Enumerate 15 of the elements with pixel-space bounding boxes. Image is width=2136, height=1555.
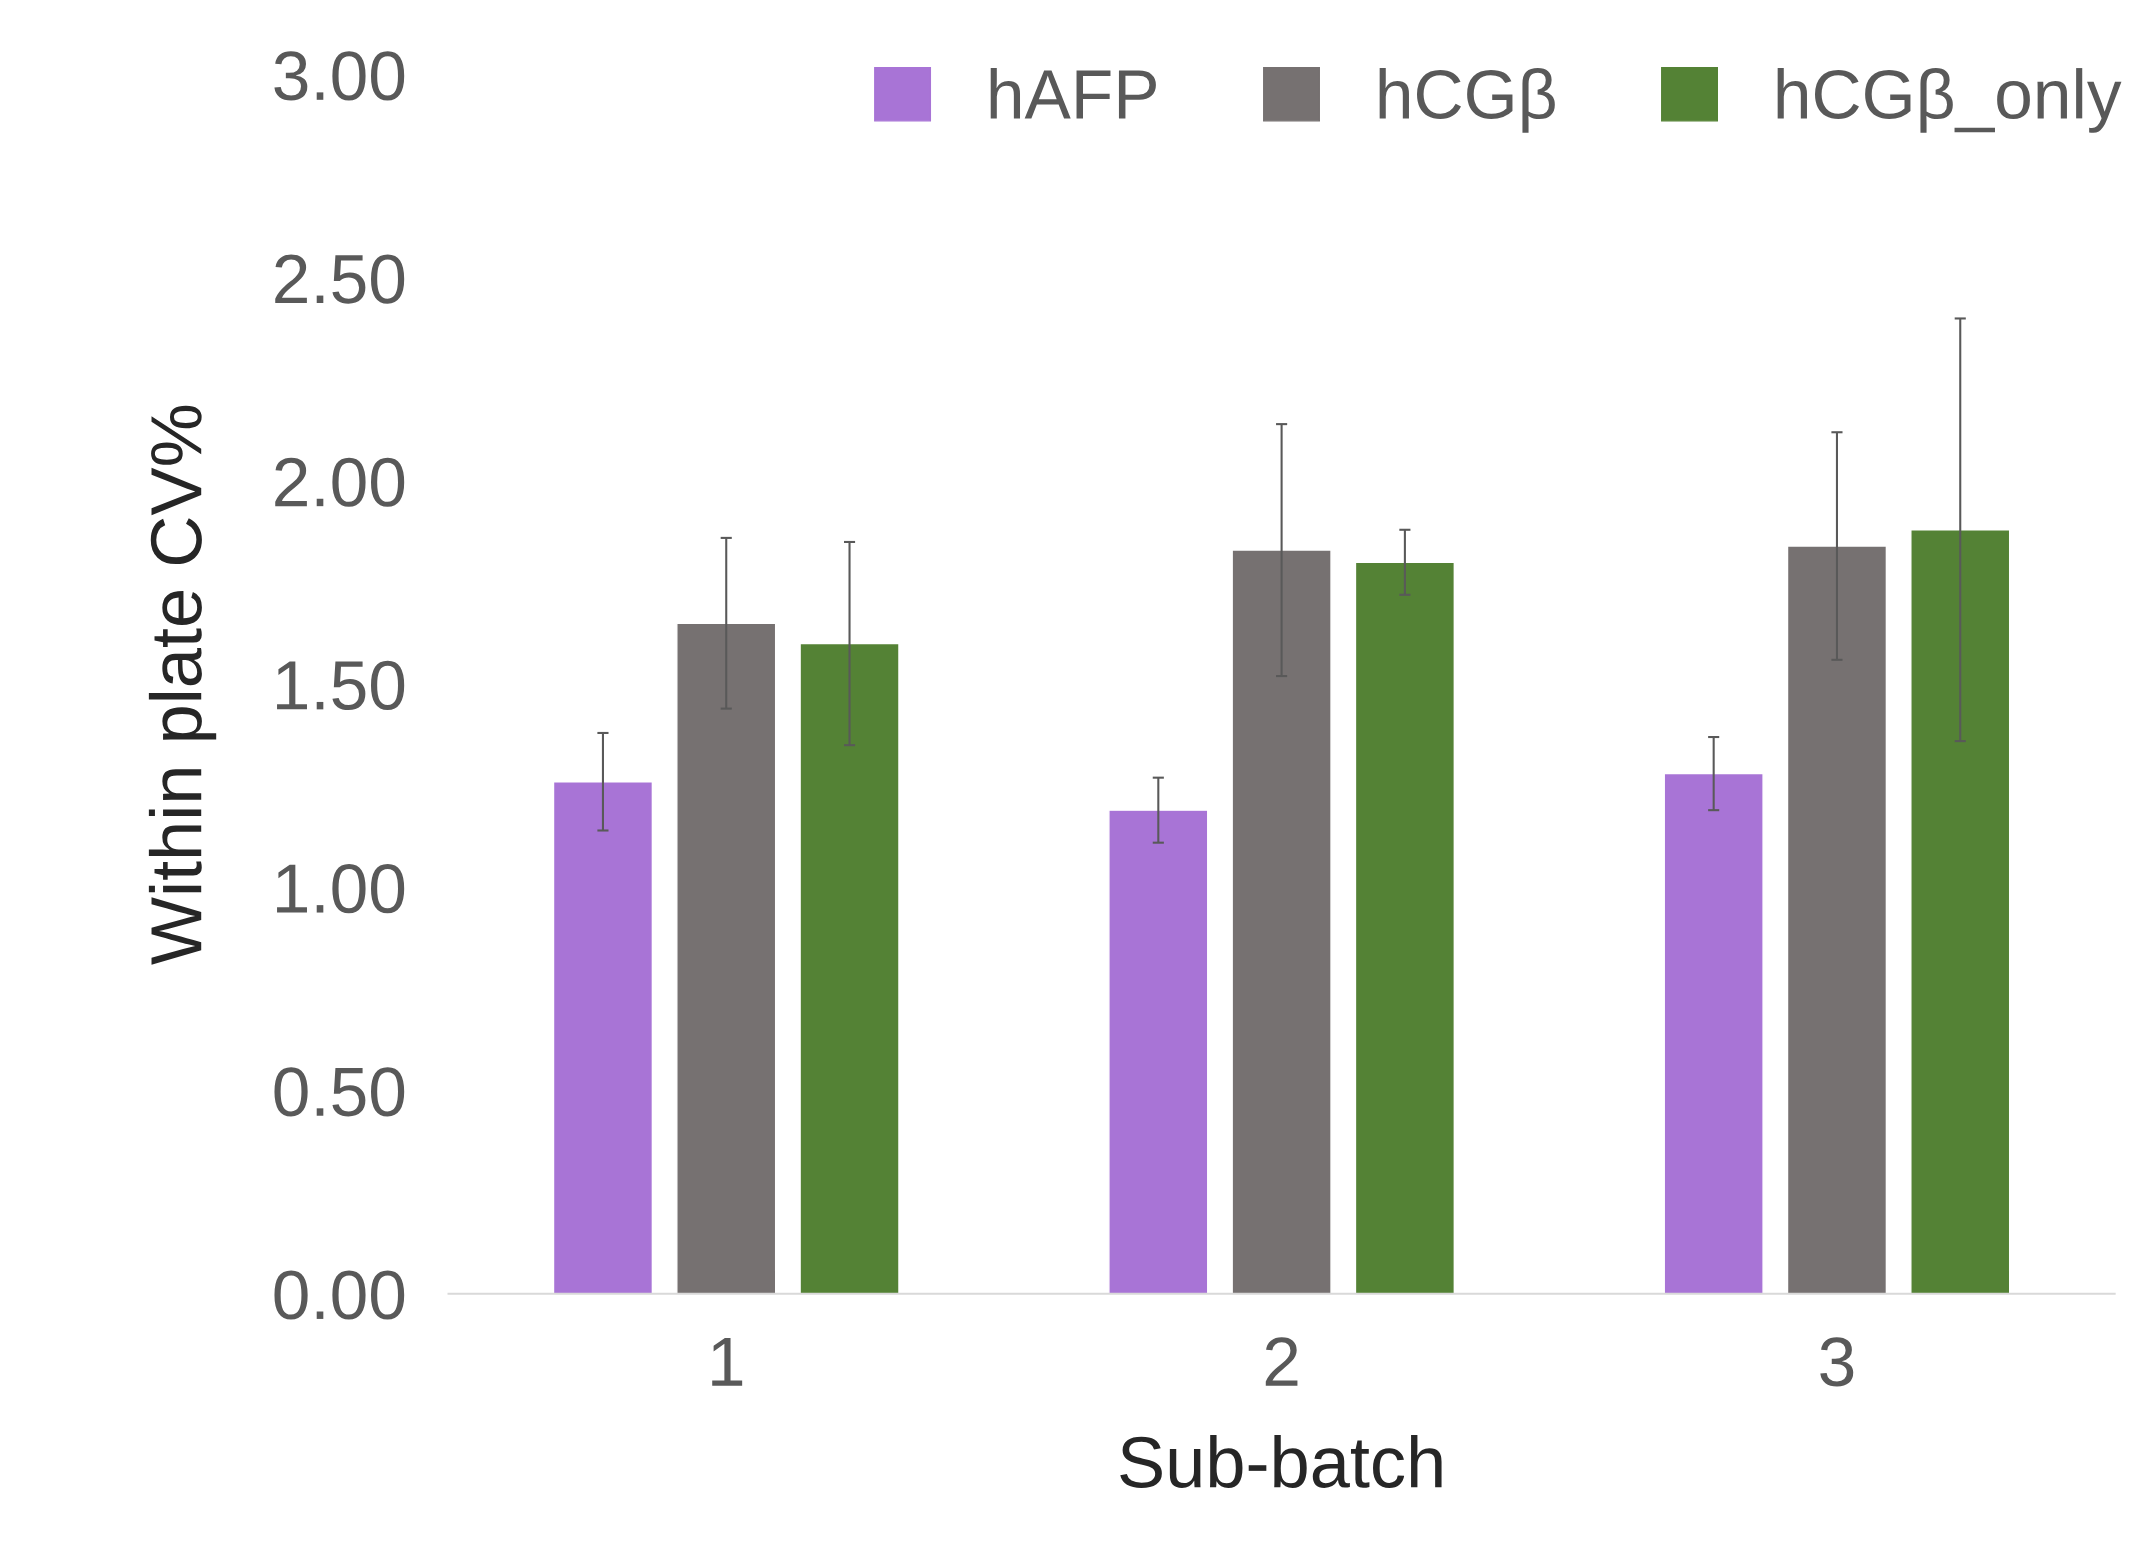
y-tick-label: 2.00 xyxy=(275,457,405,507)
y-tick-label: 0.00 xyxy=(274,1270,405,1320)
y-tick-label: 3.00 xyxy=(274,51,405,101)
x-tick-label: 2 xyxy=(1265,1337,1298,1386)
y-tick-label: 2.50 xyxy=(275,254,405,304)
x-tick-label: 3 xyxy=(1820,1337,1854,1387)
legend-label: hAFP xyxy=(990,68,1156,119)
x-axis-title: Sub-batch xyxy=(1120,1434,1442,1488)
y-axis-title: Within plate CV% xyxy=(148,405,217,965)
legend-label: hCGβ xyxy=(1379,68,1555,133)
legend-label: hCGβ_only xyxy=(1777,68,2122,133)
y-tick-label: 0.50 xyxy=(274,1067,405,1117)
x-tick-label: 1 xyxy=(712,1337,743,1386)
y-tick-label: 1.50 xyxy=(277,660,405,711)
y-tick-label: 1.00 xyxy=(277,864,405,914)
